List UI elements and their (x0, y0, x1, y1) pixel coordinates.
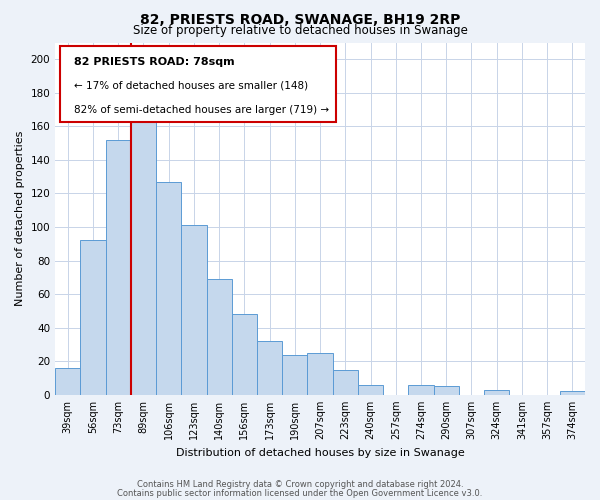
Y-axis label: Number of detached properties: Number of detached properties (15, 131, 25, 306)
X-axis label: Distribution of detached houses by size in Swanage: Distribution of detached houses by size … (176, 448, 464, 458)
Bar (409, 384, 434, 395)
Bar (358, 384, 383, 395)
Bar (106, 140, 131, 395)
Bar (80, 240, 106, 395)
Text: ← 17% of detached houses are smaller (148): ← 17% of detached houses are smaller (14… (74, 80, 308, 90)
Bar (55, 368, 80, 395)
Bar (434, 386, 459, 395)
Bar (282, 354, 307, 395)
Bar (560, 392, 585, 395)
Bar (257, 341, 282, 395)
Bar (232, 314, 257, 395)
Bar (206, 279, 232, 395)
Text: Contains public sector information licensed under the Open Government Licence v3: Contains public sector information licen… (118, 489, 482, 498)
Text: Size of property relative to detached houses in Swanage: Size of property relative to detached ho… (133, 24, 467, 37)
Text: 82, PRIESTS ROAD, SWANAGE, BH19 2RP: 82, PRIESTS ROAD, SWANAGE, BH19 2RP (140, 12, 460, 26)
Bar (332, 370, 358, 395)
Bar (484, 390, 509, 395)
Bar (131, 118, 156, 395)
Bar (181, 226, 206, 395)
FancyBboxPatch shape (61, 46, 336, 122)
Bar (156, 182, 181, 395)
Text: 82% of semi-detached houses are larger (719) →: 82% of semi-detached houses are larger (… (74, 104, 329, 115)
Bar (307, 353, 332, 395)
Text: Contains HM Land Registry data © Crown copyright and database right 2024.: Contains HM Land Registry data © Crown c… (137, 480, 463, 489)
Text: 82 PRIESTS ROAD: 78sqm: 82 PRIESTS ROAD: 78sqm (74, 56, 235, 66)
